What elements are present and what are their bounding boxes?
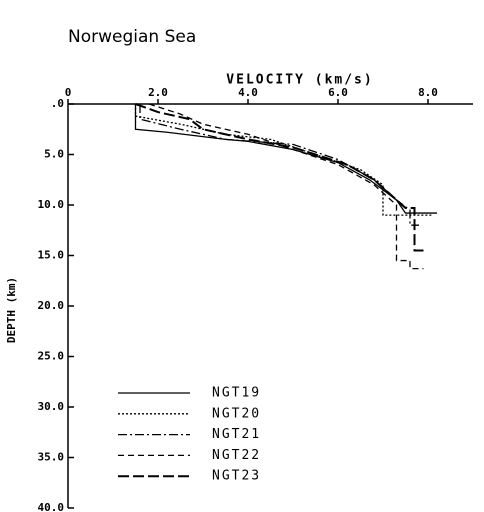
y-tick-label: 5.0 bbox=[44, 148, 64, 161]
y-tick-label: 35.0 bbox=[38, 451, 65, 464]
legend-label: NGT22 bbox=[212, 448, 261, 463]
x-tick-label: 8.0 bbox=[418, 86, 438, 99]
y-tick-label: 10.0 bbox=[38, 198, 65, 211]
x-tick-label: 0 bbox=[65, 86, 72, 99]
x-tick-label: 2.0 bbox=[148, 86, 168, 99]
y-tick-label: 30.0 bbox=[38, 400, 65, 413]
legend-label: NGT21 bbox=[212, 427, 261, 442]
y-axis-label: DEPTH (km) bbox=[5, 277, 18, 343]
series-line bbox=[139, 104, 419, 226]
series-line bbox=[135, 103, 424, 252]
y-tick-label: 25.0 bbox=[38, 350, 65, 363]
y-tick-label: .0 bbox=[51, 97, 64, 110]
x-axis-label: VELOCITY (km/s) bbox=[226, 73, 373, 88]
legend-label: NGT20 bbox=[212, 406, 261, 421]
series-line bbox=[148, 103, 424, 270]
chart-title: Norwegian Sea bbox=[68, 27, 196, 47]
y-tick-label: 40.0 bbox=[38, 501, 65, 512]
legend-label: NGT19 bbox=[212, 386, 261, 401]
legend-label: NGT23 bbox=[212, 469, 261, 484]
y-tick-label: 15.0 bbox=[38, 249, 65, 262]
series-line bbox=[134, 104, 433, 216]
x-tick-label: 4.0 bbox=[238, 86, 258, 99]
x-tick-label: 6.0 bbox=[328, 86, 348, 99]
y-tick-label: 20.0 bbox=[38, 299, 65, 312]
